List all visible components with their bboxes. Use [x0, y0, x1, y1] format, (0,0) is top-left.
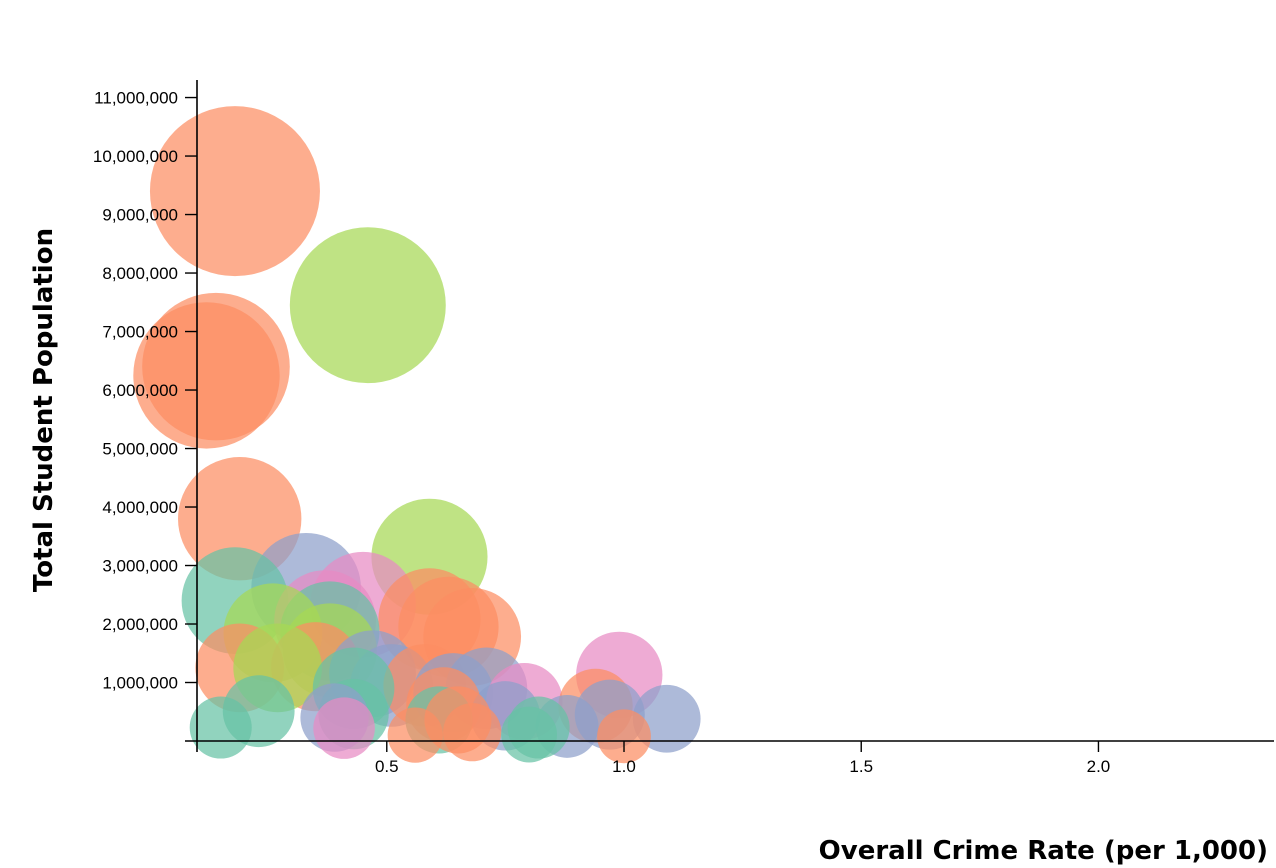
y-tick-label: 10,000,000: [93, 147, 178, 166]
bubble: [149, 106, 320, 277]
y-tick-label: 3,000,000: [102, 557, 178, 576]
bubble: [387, 707, 443, 763]
y-tick-label: 7,000,000: [102, 323, 178, 342]
y-tick-label: 11,000,000: [94, 89, 178, 108]
y-tick-label: 5,000,000: [102, 440, 178, 459]
y-tick-label: 6,000,000: [102, 381, 178, 400]
x-tick-label: 1.5: [849, 757, 873, 776]
y-tick-label: 9,000,000: [102, 206, 178, 225]
bubble: [597, 709, 651, 764]
x-axis-ticks: 0.5 1.0 1.5 2.0: [375, 741, 1110, 776]
x-axis-title: Overall Crime Rate (per 1,000): [819, 836, 1268, 866]
x-tick-label: 1.0: [612, 757, 636, 776]
y-tick-label: 2,000,000: [102, 615, 178, 634]
y-tick-label: 1,000,000: [102, 674, 178, 693]
bubble: [189, 696, 252, 759]
y-axis-title: Total Student Population: [29, 228, 59, 592]
bubble: [313, 697, 375, 759]
bubble: [501, 706, 558, 763]
bubble: [133, 302, 280, 449]
y-tick-label: 4,000,000: [102, 498, 178, 517]
y-tick-label: 8,000,000: [102, 264, 178, 283]
bubble: [289, 227, 446, 384]
x-tick-label: 2.0: [1087, 757, 1111, 776]
bubble-layer: [133, 106, 701, 764]
bubble: [443, 703, 502, 762]
y-axis-ticks: 1,000,000 2,000,000 3,000,000 4,000,000 5,00…: [93, 89, 197, 693]
x-tick-label: 0.5: [375, 757, 399, 776]
